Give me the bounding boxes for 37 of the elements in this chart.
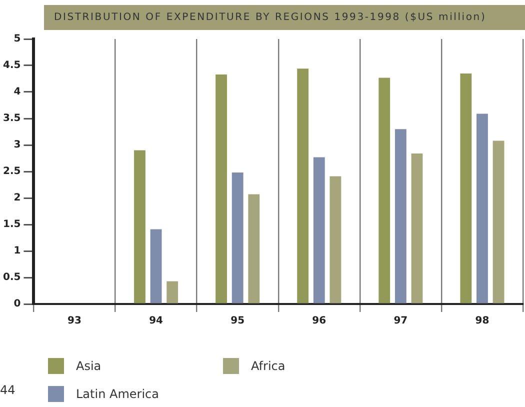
x-tick-label: 97	[394, 316, 408, 327]
bar	[394, 129, 406, 304]
x-tick-label: 93	[68, 316, 82, 327]
bar	[378, 78, 390, 304]
y-tick-label: 3.5	[2, 113, 21, 124]
bar	[330, 176, 342, 304]
y-tick-label: 2	[14, 192, 21, 204]
bar	[476, 114, 488, 304]
chart-title: DISTRIBUTION OF EXPENDITURE BY REGIONS 1993-1998 ($US million)	[44, 5, 525, 30]
bar	[411, 153, 423, 304]
bar	[460, 73, 472, 304]
y-tick-label: 4.5	[2, 60, 21, 72]
x-tick-label: 96	[312, 316, 326, 327]
bar	[492, 140, 504, 304]
bar	[150, 229, 162, 304]
x-tick-label: 98	[475, 316, 490, 327]
y-tick-label: 4	[14, 86, 21, 98]
y-tick-label: 3	[14, 140, 21, 151]
legend-label: Asia	[76, 359, 102, 373]
bar	[248, 194, 260, 304]
y-tick-label: 1.5	[2, 219, 21, 230]
bar	[232, 172, 244, 304]
y-tick-label: 1	[14, 246, 21, 257]
y-tick-label: 2.5	[2, 166, 21, 178]
bar	[134, 150, 146, 304]
bar	[297, 68, 309, 304]
y-tick-label: 5	[14, 34, 21, 45]
bar	[216, 74, 227, 304]
x-tick-label: 95	[230, 316, 245, 327]
text: 44	[0, 383, 16, 397]
y-tick-label: 0	[14, 298, 21, 310]
bar	[166, 281, 178, 304]
legend-label: Africa	[251, 359, 286, 373]
x-tick-label: 94	[149, 316, 164, 327]
y-tick-label: 0.5	[2, 272, 21, 284]
legend-label: Latin America	[76, 387, 159, 401]
bar	[313, 157, 325, 304]
